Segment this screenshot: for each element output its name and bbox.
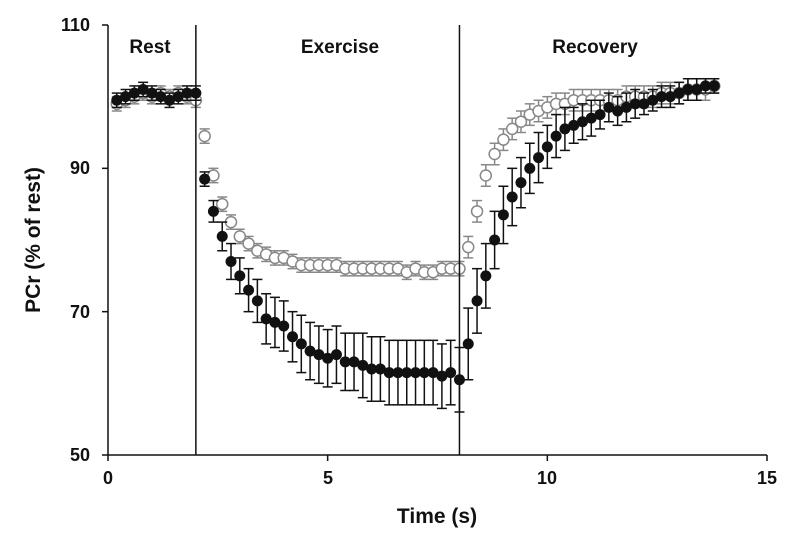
data-point-filled <box>313 349 325 361</box>
data-point-filled <box>506 191 518 203</box>
data-point-filled <box>480 270 492 282</box>
data-point-filled <box>181 87 193 99</box>
data-point-filled <box>225 256 237 267</box>
y-axis-label: PCr (% of rest) <box>22 167 45 313</box>
data-point-filled <box>647 94 659 106</box>
data-point-filled <box>234 270 246 282</box>
data-point-filled <box>576 116 588 128</box>
x-tick-label-5: 5 <box>323 468 333 488</box>
data-point-filled <box>137 84 149 95</box>
data-point-open <box>497 133 510 146</box>
data-point-filled <box>111 94 123 106</box>
data-point-filled <box>427 367 439 379</box>
data-point-filled <box>664 91 676 103</box>
x-axis-label: Time (s) <box>397 505 477 528</box>
data-point-filled <box>207 205 219 217</box>
data-point-filled <box>146 87 158 99</box>
data-point-filled <box>357 359 369 371</box>
data-point-filled <box>269 316 281 328</box>
data-point-filled <box>489 234 501 246</box>
data-point-filled <box>199 173 211 185</box>
data-point-filled <box>585 112 597 124</box>
data-point-open <box>215 197 229 211</box>
data-point-filled <box>533 152 545 164</box>
series-filled-circle <box>111 78 720 413</box>
data-point-filled <box>304 345 316 357</box>
x-tick-label-15: 15 <box>757 468 777 488</box>
data-point-filled <box>673 87 685 99</box>
data-point-filled <box>541 141 553 153</box>
data-point-filled <box>515 177 527 189</box>
x-tick-label-0: 0 <box>103 468 113 488</box>
data-point-filled <box>603 101 615 113</box>
data-point-open <box>514 115 528 128</box>
data-point-filled <box>366 363 378 375</box>
data-point-filled <box>278 320 290 332</box>
data-point-filled <box>638 98 650 110</box>
data-point-open <box>198 129 211 143</box>
data-point-filled <box>436 370 448 382</box>
data-point-filled <box>524 162 536 174</box>
data-point-filled <box>155 91 167 103</box>
data-point-open <box>462 240 475 254</box>
x-tick-label-10: 10 <box>537 468 557 488</box>
data-point-filled <box>348 356 360 368</box>
data-point-filled <box>620 101 632 113</box>
data-point-filled <box>374 363 386 375</box>
data-point-filled <box>295 338 307 350</box>
data-point-filled <box>418 367 430 379</box>
data-point-open <box>505 122 519 136</box>
data-point-filled <box>410 367 422 379</box>
data-point-filled <box>629 98 641 110</box>
y-tick-label-110: 110 <box>61 15 90 35</box>
data-point-filled <box>568 119 580 131</box>
phase-label-rest: Rest <box>129 37 171 58</box>
data-point-filled <box>691 84 703 95</box>
data-point-filled <box>260 313 272 325</box>
data-point-filled <box>164 94 176 106</box>
data-point-filled <box>401 367 413 379</box>
data-point-open <box>479 169 493 182</box>
data-point-filled <box>656 91 668 103</box>
data-point-filled <box>462 338 474 350</box>
data-point-filled <box>243 284 255 296</box>
data-point-filled <box>708 80 720 92</box>
data-point-filled <box>497 209 509 221</box>
data-point-filled <box>322 352 334 364</box>
data-point-open <box>488 147 501 161</box>
data-point-filled <box>445 367 457 379</box>
y-tick-label-70: 70 <box>70 302 90 322</box>
data-point-filled <box>128 87 140 99</box>
data-marks <box>110 78 721 413</box>
y-tick-label-50: 50 <box>70 445 90 465</box>
data-point-filled <box>287 331 299 343</box>
data-point-filled <box>612 105 624 117</box>
data-point-filled <box>172 91 184 103</box>
data-point-filled <box>392 367 404 379</box>
data-point-filled <box>339 356 351 368</box>
data-point-filled <box>383 367 395 379</box>
data-point-filled <box>251 295 263 307</box>
data-point-filled <box>559 123 571 135</box>
phase-label-exercise: Exercise <box>301 37 379 58</box>
axis-ticks <box>102 24 768 461</box>
y-tick-label-90: 90 <box>70 158 90 178</box>
data-point-open <box>233 230 247 243</box>
data-point-filled <box>594 109 606 121</box>
data-point-filled <box>682 84 694 95</box>
data-point-open <box>242 237 255 250</box>
data-point-filled <box>120 91 132 103</box>
data-point-open <box>470 205 484 218</box>
data-point-filled <box>550 130 562 142</box>
data-point-filled <box>330 349 342 361</box>
phase-label-recovery: Recovery <box>552 37 638 58</box>
data-point-filled <box>699 80 711 92</box>
data-point-filled <box>471 295 483 307</box>
data-point-filled <box>216 230 228 242</box>
